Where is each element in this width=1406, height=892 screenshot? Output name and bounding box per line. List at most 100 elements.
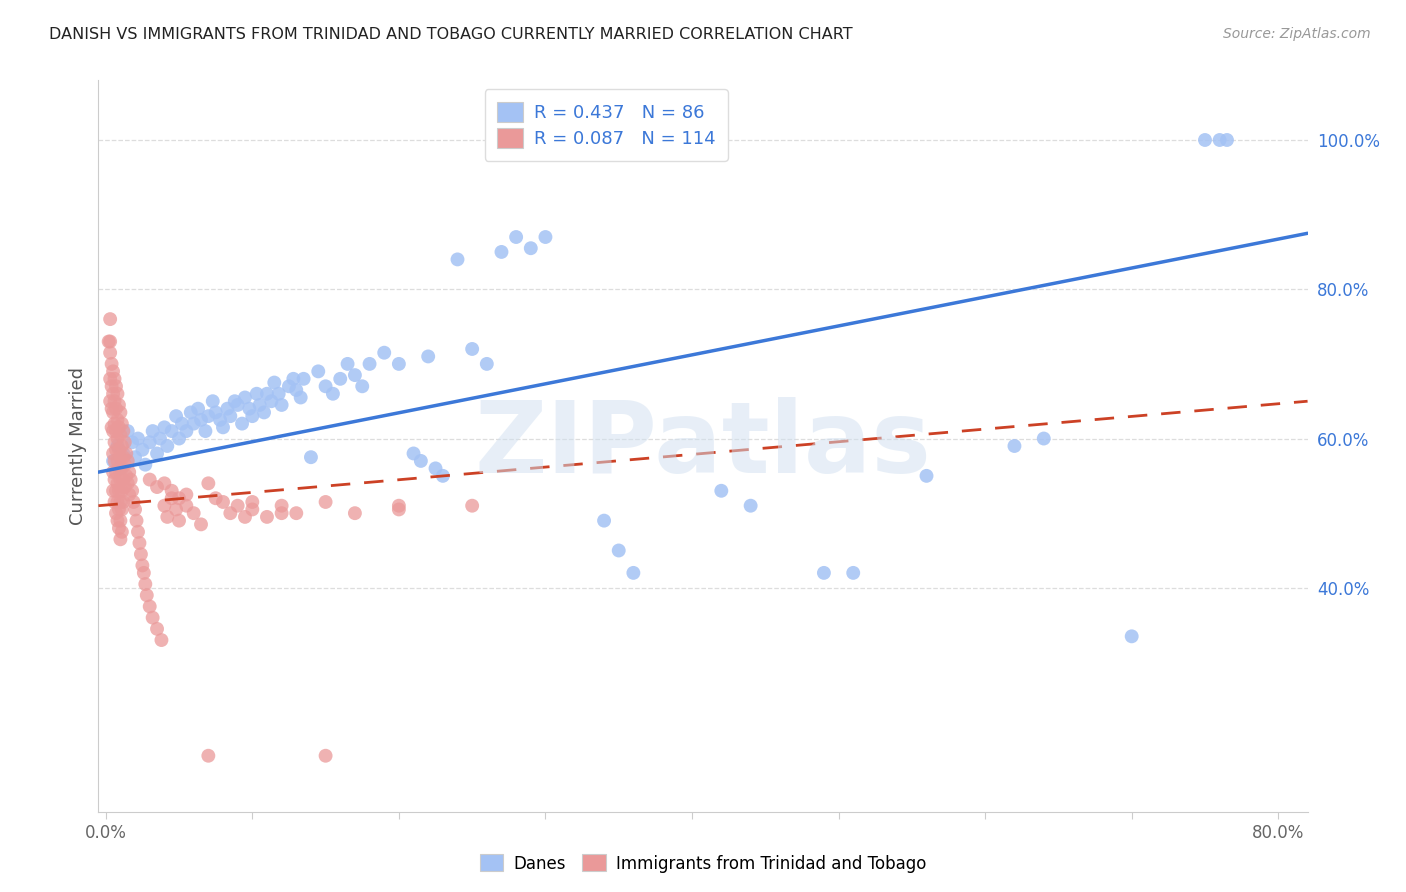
Point bbox=[110, 405, 132, 419]
Point bbox=[915, 468, 938, 483]
Point bbox=[190, 517, 212, 532]
Point bbox=[150, 633, 173, 648]
Point bbox=[418, 350, 440, 364]
Point bbox=[1208, 133, 1230, 147]
Point bbox=[101, 386, 124, 401]
Point bbox=[127, 432, 149, 446]
Point bbox=[593, 514, 616, 528]
Point bbox=[167, 491, 190, 506]
Point bbox=[219, 409, 242, 424]
Point bbox=[108, 461, 131, 475]
Point bbox=[336, 357, 359, 371]
Point bbox=[183, 506, 205, 520]
Point bbox=[256, 509, 278, 524]
Point bbox=[307, 364, 329, 378]
Point bbox=[108, 483, 131, 498]
Point bbox=[117, 454, 139, 468]
Point bbox=[263, 376, 285, 390]
Point bbox=[103, 473, 125, 487]
Point bbox=[103, 372, 125, 386]
Point bbox=[197, 748, 219, 763]
Point bbox=[112, 446, 135, 460]
Point bbox=[520, 241, 543, 255]
Point bbox=[153, 476, 176, 491]
Point bbox=[134, 458, 156, 472]
Point bbox=[283, 372, 305, 386]
Point bbox=[112, 473, 135, 487]
Point bbox=[153, 499, 176, 513]
Point bbox=[101, 483, 124, 498]
Point bbox=[98, 312, 121, 326]
Point bbox=[100, 379, 122, 393]
Point bbox=[290, 391, 312, 405]
Point bbox=[107, 514, 129, 528]
Point bbox=[388, 357, 411, 371]
Point bbox=[461, 499, 484, 513]
Point bbox=[285, 506, 308, 520]
Point bbox=[373, 345, 395, 359]
Point bbox=[253, 405, 276, 419]
Point bbox=[270, 398, 292, 412]
Point bbox=[299, 450, 322, 465]
Point bbox=[131, 442, 153, 457]
Point bbox=[160, 483, 183, 498]
Point bbox=[101, 446, 124, 460]
Point bbox=[114, 435, 136, 450]
Point bbox=[352, 379, 374, 393]
Point bbox=[322, 386, 344, 401]
Point bbox=[115, 446, 138, 460]
Point bbox=[204, 491, 226, 506]
Point bbox=[329, 372, 352, 386]
Point bbox=[138, 435, 160, 450]
Point bbox=[201, 394, 224, 409]
Point bbox=[108, 521, 131, 535]
Point bbox=[117, 424, 139, 438]
Point bbox=[238, 401, 260, 416]
Point bbox=[142, 610, 165, 624]
Text: DANISH VS IMMIGRANTS FROM TRINIDAD AND TOBAGO CURRENTLY MARRIED CORRELATION CHAR: DANISH VS IMMIGRANTS FROM TRINIDAD AND T… bbox=[49, 27, 853, 42]
Point bbox=[267, 386, 290, 401]
Point bbox=[842, 566, 865, 580]
Point bbox=[100, 420, 122, 434]
Point bbox=[505, 230, 527, 244]
Point bbox=[183, 417, 205, 431]
Point bbox=[117, 476, 139, 491]
Point bbox=[315, 495, 337, 509]
Point bbox=[110, 427, 132, 442]
Point bbox=[176, 487, 198, 501]
Legend: R = 0.437   N = 86, R = 0.087   N = 114: R = 0.437 N = 86, R = 0.087 N = 114 bbox=[485, 89, 728, 161]
Point bbox=[432, 468, 454, 483]
Point bbox=[176, 499, 198, 513]
Point bbox=[475, 357, 498, 371]
Point bbox=[233, 391, 256, 405]
Point bbox=[607, 543, 630, 558]
Point bbox=[124, 450, 146, 465]
Point bbox=[105, 379, 128, 393]
Point bbox=[127, 524, 149, 539]
Point bbox=[233, 509, 256, 524]
Point bbox=[128, 536, 150, 550]
Point bbox=[107, 476, 129, 491]
Point bbox=[249, 398, 271, 412]
Point bbox=[231, 417, 253, 431]
Point bbox=[110, 514, 132, 528]
Point bbox=[534, 230, 557, 244]
Point bbox=[131, 558, 153, 573]
Point bbox=[112, 424, 135, 438]
Point bbox=[100, 401, 122, 416]
Point bbox=[146, 446, 169, 460]
Point bbox=[107, 413, 129, 427]
Point bbox=[343, 506, 366, 520]
Point bbox=[740, 499, 762, 513]
Point bbox=[105, 465, 128, 479]
Point bbox=[270, 499, 292, 513]
Point bbox=[156, 509, 179, 524]
Point bbox=[710, 483, 733, 498]
Point bbox=[121, 435, 143, 450]
Point bbox=[149, 432, 172, 446]
Point bbox=[98, 334, 121, 349]
Point bbox=[240, 502, 263, 516]
Point bbox=[176, 424, 198, 438]
Point bbox=[388, 499, 411, 513]
Point bbox=[114, 458, 136, 472]
